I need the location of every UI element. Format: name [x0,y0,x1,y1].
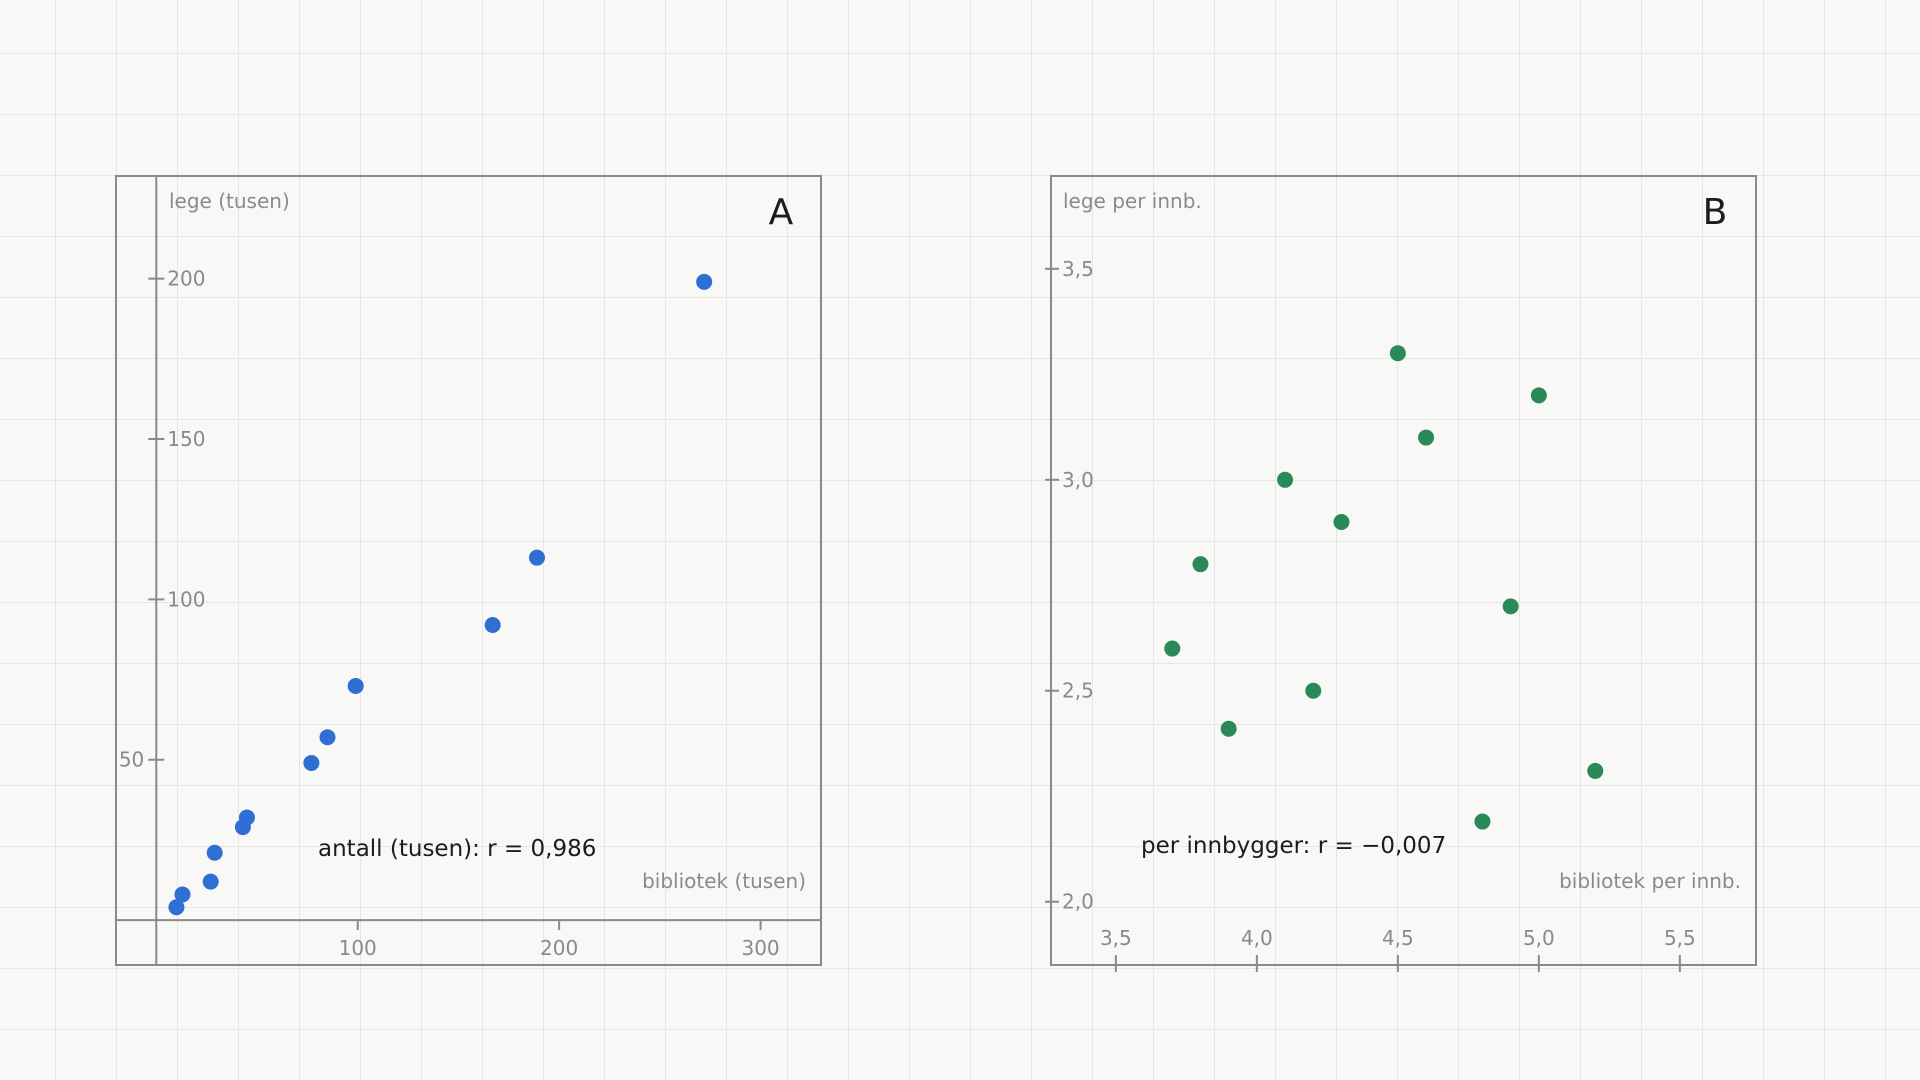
panel-a-point [174,886,191,903]
panel-b-frame [1050,175,1757,966]
panel-a-point [319,729,336,746]
panel-b-point [1474,813,1491,830]
panel-a-frame [115,175,822,966]
panel-a-y-tick-label: 100 [167,587,205,611]
panel-b-point [1502,598,1519,615]
panel-b-x-tick-label: 3,5 [1100,926,1132,950]
panel-b-point [1333,513,1350,530]
panel-a-ticks: 100 200 300 50 100 150 200 [119,267,780,960]
panel-a-y-tick-label: 200 [167,267,205,291]
panel-a-y-tick-label: 150 [167,427,205,451]
panel-a-points [168,273,713,916]
panel-a-point [696,273,713,290]
panel-b-y-tick-label: 3,5 [1062,257,1094,281]
panel-b-point [1220,720,1237,737]
panel-a: 100 200 300 50 100 150 200 lege (tusen) biblio… [115,175,822,966]
panel-a-point [202,873,219,890]
panel-b-x-tick-label: 4,0 [1241,926,1273,950]
panel-b-y-tick-label: 2,0 [1062,890,1094,914]
panel-a-x-tick-label: 300 [741,936,779,960]
panel-b-point [1418,429,1435,446]
panel-b-y-axis-label: lege per innb. [1063,189,1202,213]
panel-a-point [206,844,223,861]
panel-b-x-tick-label: 5,5 [1664,926,1696,950]
panel-b-x-tick-label: 4,5 [1382,926,1414,950]
panel-a-x-tick-label: 200 [540,936,578,960]
panel-b-x-axis-label: bibliotek per innb. [1559,869,1741,893]
panel-b-point [1277,471,1294,488]
panel-b: 3,5 4,0 4,5 5,0 5,5 2,0 2,5 3,0 3,5 lege per inn… [1045,175,1757,972]
panel-a-point [347,677,364,694]
panel-b-annotation: per innbygger: r = −0,007 [1141,833,1446,859]
panel-a-point [303,754,320,771]
panel-a-point [168,899,185,916]
panel-a-letter: A [769,192,794,233]
panel-a-y-axis-label: lege (tusen) [169,189,290,213]
panel-b-points [1164,345,1604,830]
panel-b-y-tick-label: 3,0 [1062,468,1094,492]
panel-a-x-axis-label: bibliotek (tusen) [642,869,806,893]
panel-b-point [1192,556,1209,573]
panel-a-point [238,809,255,826]
panel-a-point [484,617,501,634]
panel-a-x-tick-label: 100 [339,936,377,960]
panel-a-annotation: antall (tusen): r = 0,986 [318,836,596,862]
panel-b-point [1389,345,1406,362]
panel-b-y-tick-label: 2,5 [1062,679,1094,703]
panel-b-ticks: 3,5 4,0 4,5 5,0 5,5 2,0 2,5 3,0 3,5 [1045,257,1696,972]
panel-b-point [1530,387,1547,404]
panel-b-x-tick-label: 5,0 [1523,926,1555,950]
panel-a-y-tick-label: 50 [119,748,144,772]
panel-b-letter: B [1703,192,1728,233]
panel-b-point [1164,640,1181,657]
panel-b-point [1587,762,1604,779]
panel-b-point [1305,682,1322,699]
panel-a-point [528,549,545,566]
